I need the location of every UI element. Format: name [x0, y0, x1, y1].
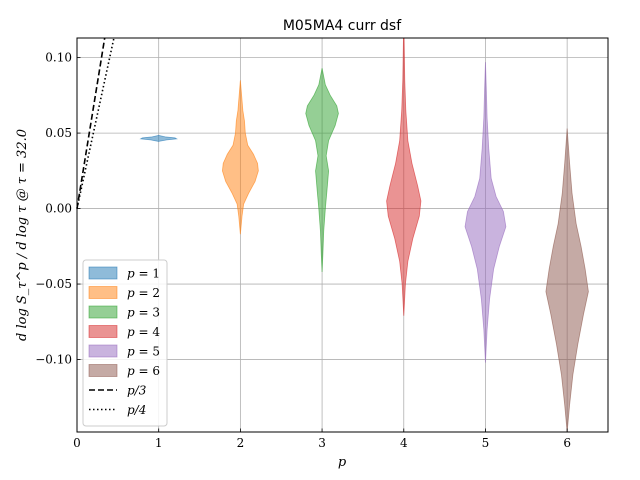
legend-label-eq: = [135, 364, 153, 378]
legend-label-dashed: p/3 [127, 384, 147, 398]
y-tick-label: −0.10 [35, 353, 72, 367]
legend: p = 1p = 2p = 3p = 4p = 5p = 6p/3p/4 [82, 259, 168, 427]
legend-swatch-p1 [88, 266, 118, 280]
ref-line-dashed [76, 37, 106, 209]
chart-title: M05MA4 curr dsf [283, 18, 402, 34]
legend-swatch-p6 [88, 364, 118, 377]
violin-p3 [305, 68, 339, 272]
x-tick-label: 6 [563, 436, 571, 450]
x-axis-label: p [338, 455, 347, 470]
legend-label-var: p [127, 364, 135, 378]
legend-frame [82, 259, 168, 427]
legend-label-p2: p = 2 [127, 286, 160, 300]
x-tick-label: 3 [318, 436, 326, 450]
legend-label-var: p [127, 345, 135, 359]
legend-label-p6: p = 6 [127, 364, 160, 378]
y-ticks: 0.10 0.05 0.00 −0.05 −0.10 [35, 51, 81, 367]
legend-label-dotted: p/4 [127, 403, 146, 417]
legend-label-var: p [127, 306, 135, 320]
legend-label-var: p [127, 286, 135, 300]
legend-label-value: 5 [152, 345, 160, 359]
plot-frame [76, 37, 609, 433]
legend-label-eq: = [135, 325, 153, 339]
x-tick-label: 2 [237, 436, 245, 450]
violins [139, 37, 589, 433]
legend-swatch-p2 [88, 286, 118, 299]
legend-label-eq: = [135, 286, 153, 300]
y-tick-label: 0.05 [45, 126, 72, 140]
x-ticks: 0 1 2 3 4 5 6 [73, 428, 571, 450]
y-tick-label: 0.00 [45, 202, 72, 216]
legend-swatch-p4 [88, 325, 118, 338]
legend-label-var: p [127, 267, 135, 281]
violin-p6 [545, 128, 589, 433]
x-tick-label: 4 [400, 436, 408, 450]
legend-label-p4: p = 4 [127, 325, 160, 339]
ref-line-dotted [76, 37, 115, 209]
legend-label-p5: p = 5 [127, 345, 160, 359]
legend-label-value: 6 [152, 364, 160, 378]
legend-label-p1: p = 1 [127, 267, 160, 281]
legend-label-eq: = [135, 306, 153, 320]
violin-p2 [222, 80, 259, 235]
legend-swatch-p5 [88, 344, 118, 358]
violin-p5 [464, 62, 507, 363]
legend-swatch-p3 [88, 305, 118, 319]
legend-label-value: 3 [152, 306, 160, 320]
violin-p4 [386, 37, 422, 316]
y-tick-label: −0.05 [35, 277, 72, 291]
legend-label-value: 4 [152, 325, 160, 339]
legend-label-p3: p = 3 [127, 306, 160, 320]
legend-label-eq: = [135, 267, 153, 281]
legend-label-value: 1 [152, 267, 160, 281]
legend-label-var: p [127, 325, 135, 339]
x-tick-label: 1 [155, 436, 163, 450]
violin-p1 [139, 134, 178, 142]
y-axis-label: d log S_τ^p / d log τ @ τ = 32.0 [15, 129, 30, 341]
legend-label-eq: = [135, 345, 153, 359]
x-tick-label: 5 [482, 436, 490, 450]
x-tick-label: 0 [73, 436, 81, 450]
legend-label-value: 2 [152, 286, 160, 300]
y-tick-label: 0.10 [45, 51, 72, 65]
reference-lines [76, 37, 115, 209]
